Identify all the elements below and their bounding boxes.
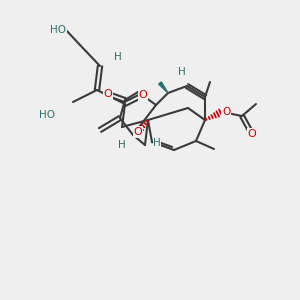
Text: HO: HO — [50, 25, 66, 35]
Text: H: H — [118, 140, 126, 150]
Text: O: O — [222, 107, 230, 117]
Text: O: O — [248, 129, 256, 139]
Text: H: H — [114, 52, 122, 62]
Text: H: H — [153, 138, 161, 148]
Text: HO: HO — [39, 110, 55, 120]
Text: O: O — [103, 89, 112, 99]
Text: H: H — [178, 67, 186, 77]
Text: O: O — [139, 90, 147, 100]
Polygon shape — [159, 82, 168, 93]
Text: O: O — [134, 127, 142, 137]
